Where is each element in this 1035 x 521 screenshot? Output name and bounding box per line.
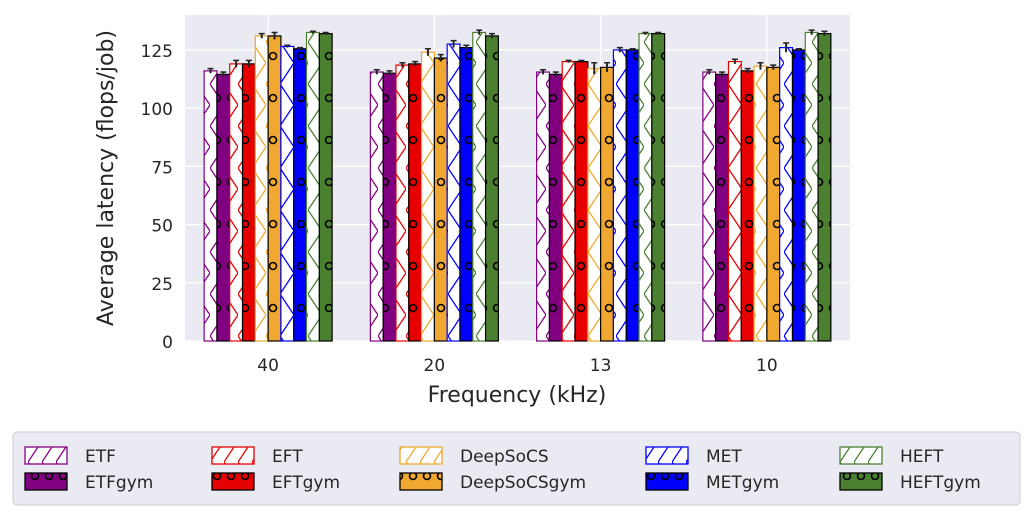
- legend-swatch-hatch: [839, 472, 883, 491]
- bar-hatch: [459, 46, 474, 342]
- bar-hatch: [318, 33, 333, 342]
- bar-hatch: [791, 49, 806, 342]
- y-axis-label: Average latency (flops/job): [94, 30, 119, 326]
- legend-swatch-hatch: [211, 446, 255, 465]
- legend-swatch-hatch: [24, 446, 68, 465]
- y-tick-label: 25: [151, 275, 173, 295]
- bar-hatch: [305, 31, 320, 342]
- legend-entry-eftgym: EFTgym: [272, 473, 340, 493]
- bar-hatch: [382, 72, 397, 342]
- bar-hatch: [254, 35, 269, 342]
- bars: [203, 29, 832, 342]
- bar-hatch: [420, 51, 435, 342]
- legend-swatch-hatch: [645, 472, 689, 491]
- bar-hatch: [702, 71, 717, 342]
- x-tick-label: 40: [257, 356, 279, 376]
- bar-hatch: [600, 66, 615, 342]
- axes: 0 25 50 75 100 125 40 20 13 10: [141, 42, 778, 376]
- legend-swatch-hatch: [211, 472, 255, 491]
- bar-hatch: [574, 60, 589, 342]
- x-tick-label: 13: [590, 356, 612, 376]
- legend-entry-etf: ETF: [85, 447, 116, 467]
- bar-hatch: [369, 71, 384, 342]
- legend-swatch-hatch: [24, 472, 68, 491]
- bar-hatch: [433, 57, 448, 342]
- bar-hatch: [715, 73, 730, 342]
- legend-swatch-hatch: [399, 472, 443, 491]
- bar-hatch: [727, 60, 742, 342]
- bar-hatch: [216, 73, 231, 342]
- bar-hatch: [817, 33, 832, 342]
- legend-swatch-hatch: [399, 446, 443, 465]
- bar-hatch: [779, 46, 794, 342]
- y-tick-label: 50: [151, 217, 173, 237]
- legend-swatch-hatch: [645, 446, 689, 465]
- legend: ETF EFT DeepSoCS MET HEFT ETFgym EFTgym DeepSoC…: [12, 431, 1021, 506]
- bar-hatch: [395, 64, 410, 342]
- bar-hatch: [267, 35, 282, 342]
- legend-entry-deepsocs: DeepSoCS: [460, 447, 549, 467]
- bar-hatch: [548, 73, 563, 342]
- bar-hatch: [766, 66, 781, 342]
- bar-hatch: [472, 31, 487, 342]
- bar-hatch: [638, 33, 653, 342]
- x-axis-label: Frequency (kHz): [428, 383, 607, 408]
- bar-hatch: [446, 43, 461, 342]
- bar-hatch: [753, 65, 768, 342]
- bar-hatch: [229, 63, 244, 342]
- legend-swatch-hatch: [839, 446, 883, 465]
- bar-hatch: [484, 35, 499, 342]
- legend-entry-heftgym: HEFTgym: [900, 473, 981, 493]
- y-tick-label: 125: [141, 42, 173, 62]
- y-tick-label: 0: [162, 333, 173, 353]
- bar-hatch: [740, 70, 755, 342]
- bar-hatch: [804, 31, 819, 342]
- legend-entry-eft: EFT: [272, 447, 303, 467]
- bar-hatch: [241, 63, 256, 342]
- legend-entry-deepsocsgym: DeepSoCSgym: [460, 473, 586, 493]
- x-tick-label: 20: [424, 356, 446, 376]
- y-tick-label: 100: [141, 100, 173, 120]
- bar-hatch: [587, 67, 602, 342]
- legend-entry-metgym: METgym: [706, 473, 779, 493]
- bar-hatch: [651, 33, 666, 342]
- legend-entry-etfgym: ETFgym: [85, 473, 153, 493]
- bar-hatch: [408, 63, 423, 342]
- x-tick-label: 10: [756, 356, 778, 376]
- bar-hatch: [293, 48, 308, 342]
- bar-hatch: [280, 45, 295, 342]
- bar-hatch: [203, 70, 218, 342]
- legend-entry-heft: HEFT: [900, 447, 944, 467]
- legend-entry-met: MET: [706, 447, 742, 467]
- legend-frame: [12, 431, 1021, 506]
- y-tick-label: 75: [151, 158, 173, 178]
- bar-hatch: [536, 71, 551, 342]
- bar-hatch: [612, 49, 627, 342]
- bar-hatch: [625, 49, 640, 342]
- bar-hatch: [561, 60, 576, 342]
